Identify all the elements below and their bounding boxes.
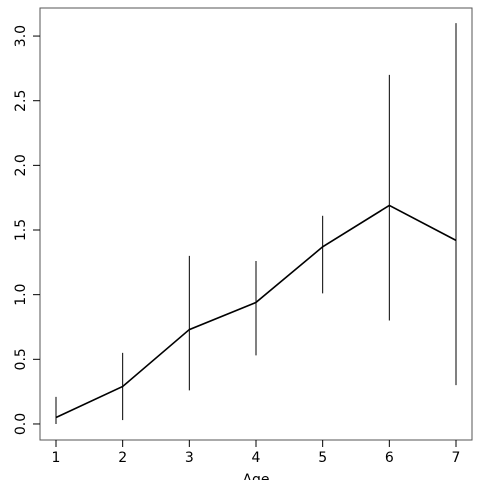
x-tick-label: 4 bbox=[252, 450, 261, 466]
y-tick-label: 1.5 bbox=[13, 219, 29, 241]
line bbox=[55, 204, 457, 419]
y-tick-label: 2.0 bbox=[13, 154, 29, 176]
y-tick-label: 0.5 bbox=[13, 348, 29, 370]
x-tick-label: 1 bbox=[52, 450, 61, 466]
x-tick-label: 3 bbox=[185, 450, 194, 466]
x-tick-label: 6 bbox=[385, 450, 394, 466]
x-tick-label: 5 bbox=[318, 450, 327, 466]
x-tick-label: 7 bbox=[452, 450, 461, 466]
y-tick-label: 2.5 bbox=[13, 90, 29, 112]
x-tick-label: 2 bbox=[118, 450, 127, 466]
x-axis-label: Age bbox=[242, 472, 269, 480]
y-tick-label: 0.0 bbox=[13, 413, 29, 435]
plot-frame bbox=[39, 7, 473, 441]
y-tick-label: 1.0 bbox=[13, 284, 29, 306]
y-tick-label: 3.0 bbox=[13, 25, 29, 47]
